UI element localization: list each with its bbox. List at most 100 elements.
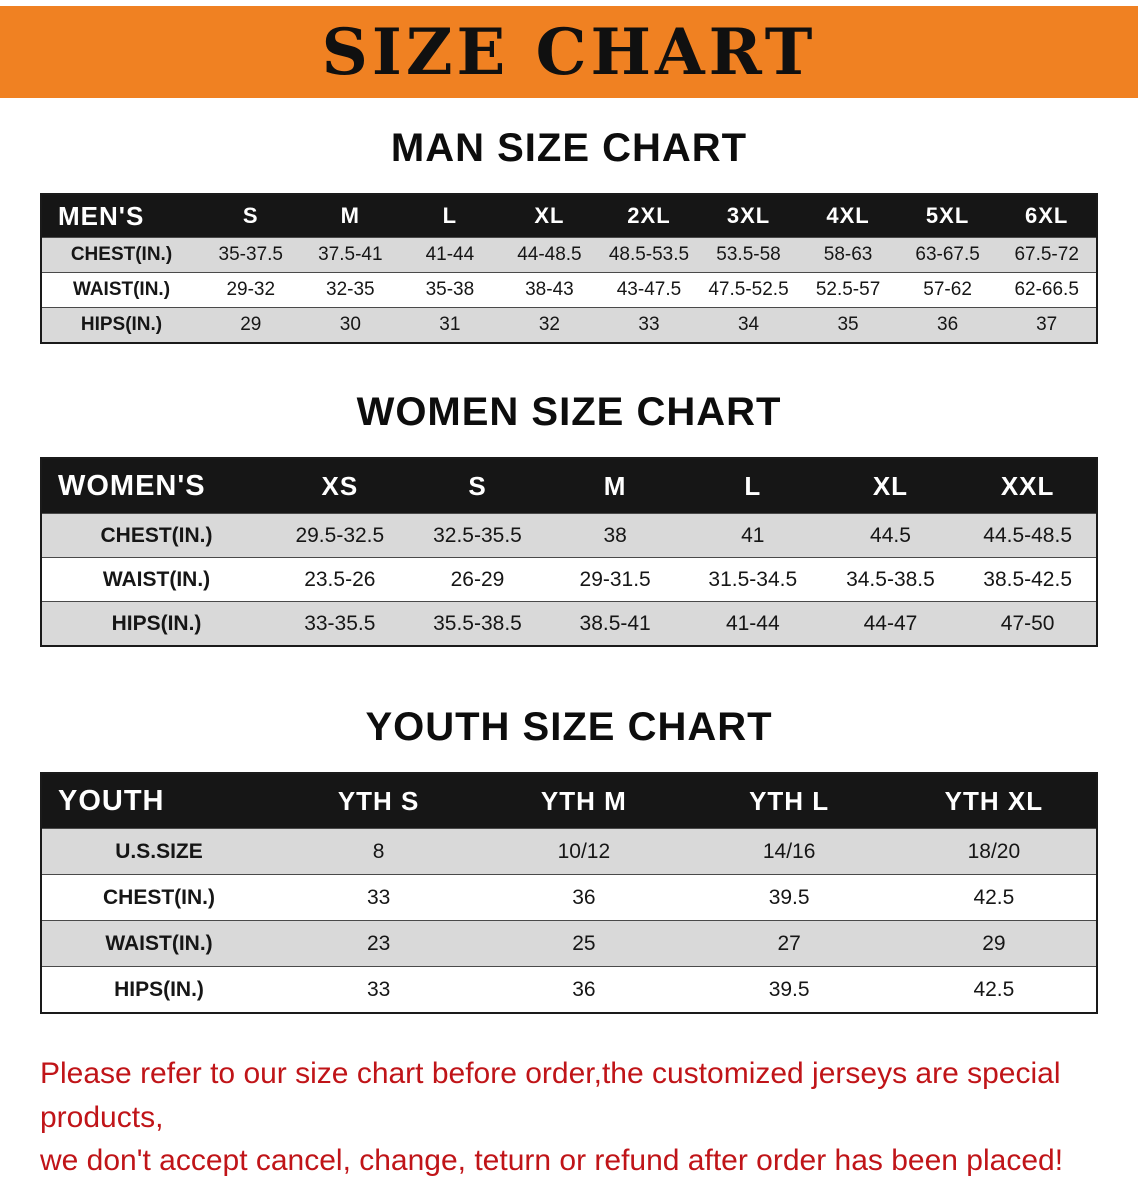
footer-line: Please refer to our size chart before or… bbox=[40, 1057, 1061, 1134]
size-column-header: 3XL bbox=[698, 194, 799, 238]
size-cell: 39.5 bbox=[768, 977, 810, 1001]
size-cell: 41-44 bbox=[725, 611, 780, 635]
size-column-header: YTH S bbox=[276, 773, 482, 829]
size-column-header: XS bbox=[271, 458, 409, 514]
size-column-header: 2XL bbox=[599, 194, 699, 238]
size-cell: 32.5-35.5 bbox=[433, 523, 522, 547]
size-cell: 34 bbox=[737, 314, 760, 335]
size-cell: 36 bbox=[572, 977, 596, 1001]
size-cell: 41-44 bbox=[425, 244, 475, 265]
size-cell: 41 bbox=[741, 523, 765, 547]
size-cell: 29-31.5 bbox=[579, 567, 651, 591]
youth-size-table: YOUTH YTH S YTH M YTH L YTH XL U.S.SIZE … bbox=[40, 772, 1098, 1014]
youth-ussize-row: U.S.SIZE 8 10/12 14/16 18/20 bbox=[41, 828, 1097, 875]
size-column-header: YTH XL bbox=[891, 773, 1097, 829]
size-cell: 35-38 bbox=[425, 279, 475, 300]
size-column-header: M bbox=[546, 458, 684, 514]
size-cell: 36 bbox=[572, 885, 596, 909]
size-cell: 42.5 bbox=[973, 885, 1015, 909]
size-cell: 38 bbox=[603, 523, 627, 547]
size-column-header: S bbox=[201, 194, 301, 238]
size-cell: 25 bbox=[572, 931, 596, 955]
size-cell: 36 bbox=[937, 314, 959, 335]
size-column-header: XL bbox=[821, 458, 960, 514]
size-cell: 29 bbox=[240, 314, 262, 335]
size-cell: 47.5-52.5 bbox=[708, 279, 789, 300]
size-column-header: L bbox=[400, 194, 500, 238]
size-cell: 34.5-38.5 bbox=[846, 567, 935, 591]
size-cell: 42.5 bbox=[973, 977, 1015, 1001]
size-cell: 44-48.5 bbox=[517, 244, 582, 265]
size-cell: 10/12 bbox=[557, 839, 611, 863]
size-cell: 26-29 bbox=[450, 567, 505, 591]
size-cell: 57-62 bbox=[923, 279, 972, 300]
size-column-header: XXL bbox=[959, 458, 1097, 514]
youth-waist-row: WAIST(IN.) 23 25 27 29 bbox=[41, 920, 1097, 967]
size-cell: 18/20 bbox=[967, 839, 1021, 863]
youth-table-corner-label: YOUTH bbox=[41, 773, 276, 829]
size-cell: 43-47.5 bbox=[616, 279, 682, 300]
youth-header-row: YOUTH YTH S YTH M YTH L YTH XL bbox=[41, 773, 1097, 829]
size-column-header: XL bbox=[499, 194, 600, 238]
size-cell: 53.5-58 bbox=[716, 244, 781, 265]
size-cell: 38.5-41 bbox=[579, 611, 651, 635]
size-column-header: YTH L bbox=[686, 773, 892, 829]
youth-hips-row: HIPS(IN.) 33 36 39.5 42.5 bbox=[41, 966, 1097, 1013]
size-cell: 29 bbox=[982, 931, 1006, 955]
size-cell: 47-50 bbox=[1000, 611, 1055, 635]
size-cell: 33-35.5 bbox=[304, 611, 376, 635]
row-label: WAIST(IN.) bbox=[102, 567, 211, 591]
women-section-title: WOMEN SIZE CHART bbox=[356, 390, 782, 434]
size-chart-banner: SIZE CHART bbox=[0, 6, 1138, 98]
size-cell: 39.5 bbox=[768, 885, 810, 909]
row-label: WAIST(IN.) bbox=[105, 931, 213, 955]
size-cell: 67.5-72 bbox=[1014, 244, 1079, 265]
row-label: HIPS(IN.) bbox=[114, 977, 204, 1001]
women-size-table: WOMEN'S XS S M L XL XXL CHEST(IN.) 29.5-… bbox=[40, 457, 1098, 647]
size-cell: 27 bbox=[777, 931, 801, 955]
size-cell: 48.5-53.5 bbox=[608, 244, 690, 265]
size-cell: 35-37.5 bbox=[218, 244, 283, 265]
size-cell: 35.5-38.5 bbox=[433, 611, 522, 635]
men-chest-row: CHEST(IN.) 35-37.5 37.5-41 41-44 44-48.5… bbox=[41, 237, 1097, 273]
size-cell: 33 bbox=[366, 977, 391, 1001]
size-cell: 33 bbox=[366, 885, 391, 909]
size-column-header: S bbox=[408, 458, 547, 514]
size-cell: 58-63 bbox=[823, 244, 873, 265]
size-cell: 63-67.5 bbox=[915, 244, 980, 265]
size-cell: 31 bbox=[439, 314, 461, 335]
row-label: CHEST(IN.) bbox=[103, 885, 215, 909]
size-cell: 38.5-42.5 bbox=[983, 567, 1073, 591]
row-label: CHEST(IN.) bbox=[70, 244, 173, 265]
women-header-row: WOMEN'S XS S M L XL XXL bbox=[41, 458, 1097, 514]
size-cell: 44-47 bbox=[863, 611, 918, 635]
row-label: U.S.SIZE bbox=[115, 839, 203, 863]
women-waist-row: WAIST(IN.) 23.5-26 26-29 29-31.5 31.5-34… bbox=[41, 557, 1097, 602]
footer-note: Please refer to our size chart before or… bbox=[40, 1052, 1114, 1183]
men-hips-row: HIPS(IN.) 29 30 31 32 33 34 35 36 37 bbox=[41, 307, 1097, 343]
men-size-table: MEN'S S M L XL 2XL 3XL 4XL 5XL 6XL CHEST… bbox=[40, 193, 1098, 344]
size-cell: 37 bbox=[1036, 314, 1058, 335]
size-cell: 44.5-48.5 bbox=[983, 523, 1073, 547]
size-cell: 8 bbox=[372, 839, 385, 863]
size-column-header: M bbox=[300, 194, 401, 238]
size-column-header: L bbox=[683, 458, 822, 514]
youth-chest-row: CHEST(IN.) 33 36 39.5 42.5 bbox=[41, 874, 1097, 921]
banner-title: SIZE CHART bbox=[321, 14, 817, 90]
men-table-corner-label: MEN'S bbox=[41, 194, 201, 238]
size-cell: 23.5-26 bbox=[304, 567, 376, 591]
women-chest-row: CHEST(IN.) 29.5-32.5 32.5-35.5 38 41 44.… bbox=[41, 513, 1097, 558]
size-cell: 32 bbox=[538, 314, 560, 335]
size-cell: 29.5-32.5 bbox=[295, 523, 385, 547]
men-header-row: MEN'S S M L XL 2XL 3XL 4XL 5XL 6XL bbox=[41, 194, 1097, 238]
size-cell: 31.5-34.5 bbox=[708, 567, 798, 591]
footer-line: we don't accept cancel, change, teturn o… bbox=[40, 1144, 1064, 1177]
women-table-corner-label: WOMEN'S bbox=[41, 458, 271, 514]
youth-section-title: YOUTH SIZE CHART bbox=[365, 705, 773, 749]
size-cell: 14/16 bbox=[762, 839, 816, 863]
size-column-header: 6XL bbox=[997, 194, 1097, 238]
size-cell: 29-32 bbox=[226, 279, 276, 300]
size-cell: 52.5-57 bbox=[815, 279, 881, 300]
row-label: HIPS(IN.) bbox=[111, 611, 202, 635]
size-cell: 35 bbox=[837, 314, 859, 335]
